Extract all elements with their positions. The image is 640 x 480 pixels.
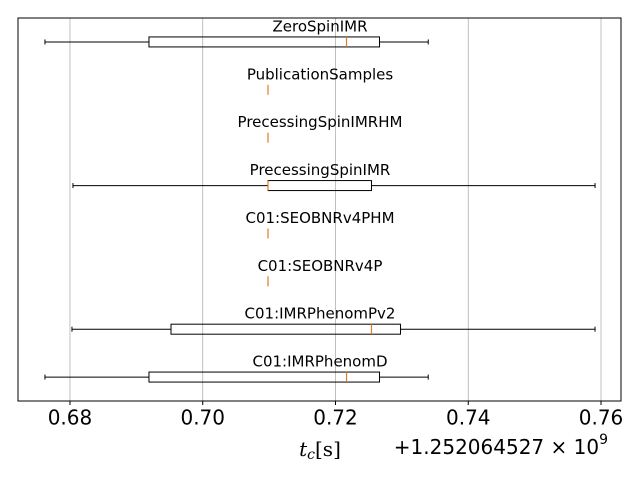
box-label: C01:SEOBNRv4P — [258, 257, 383, 275]
box-label: ZeroSpinIMR — [272, 17, 367, 35]
offset-main: +1.252064527 × 10 — [394, 435, 599, 459]
x-tick-label: 0.68 — [48, 406, 93, 430]
box — [148, 371, 381, 383]
x-tick-label: 0.72 — [313, 406, 358, 430]
box-label: C01:IMRPhenomD — [252, 353, 387, 371]
box — [267, 180, 372, 192]
offset-text: +1.252064527 × 109 — [394, 432, 608, 459]
box-label: PublicationSamples — [247, 65, 394, 83]
plot-frame — [17, 17, 622, 402]
box-label: PrecessingSpinIMRHM — [238, 113, 403, 131]
box — [148, 36, 381, 48]
x-label-base: t — [299, 437, 308, 461]
x-label-sub: c — [307, 447, 315, 463]
box-label: C01:IMRPhenomPv2 — [245, 305, 396, 323]
box — [170, 323, 401, 335]
box-label: C01:SEOBNRv4PHM — [245, 209, 394, 227]
box-label: PrecessingSpinIMR — [250, 161, 391, 179]
x-axis-label: tc[s] — [299, 437, 341, 464]
x-tick-label: 0.74 — [446, 406, 491, 430]
x-tick-label: 0.76 — [579, 406, 624, 430]
offset-exponent: 9 — [599, 432, 608, 448]
x-tick-label: 0.70 — [180, 406, 225, 430]
x-label-unit: [s] — [315, 437, 341, 461]
